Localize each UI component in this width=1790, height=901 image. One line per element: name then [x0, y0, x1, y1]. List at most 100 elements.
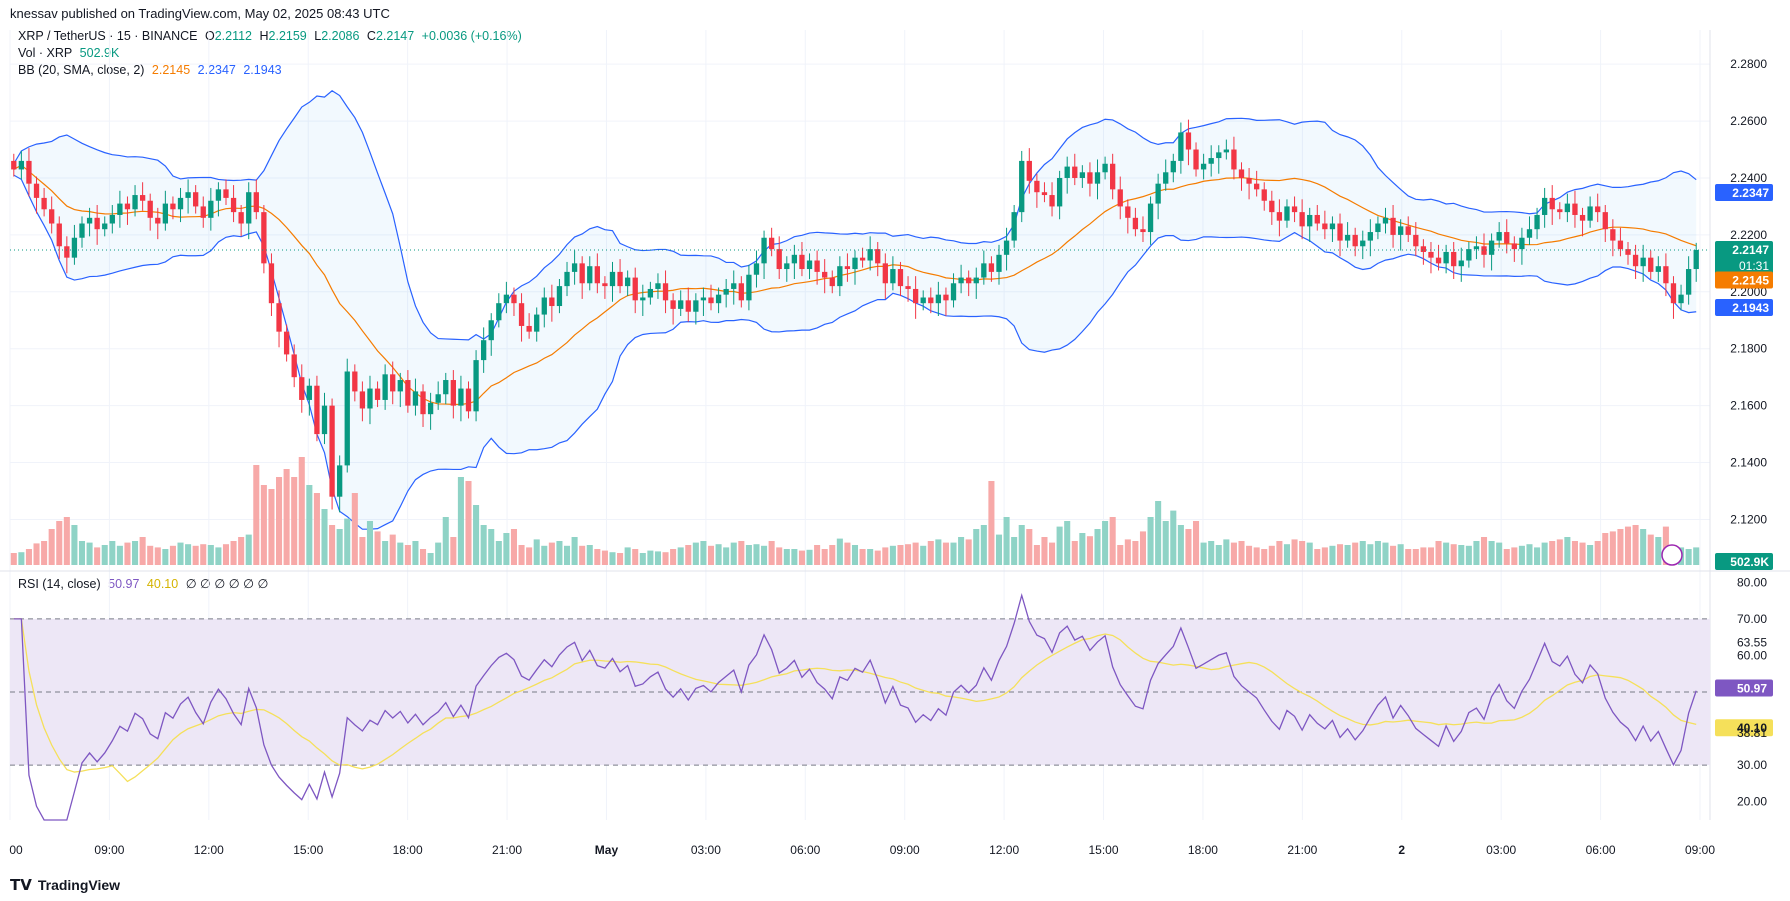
candle-body [155, 217, 161, 224]
volume-bar [1518, 545, 1525, 565]
price-tick-label: 2.1600 [1730, 399, 1767, 413]
candle-body [18, 160, 25, 170]
candle-body [1094, 172, 1101, 184]
time-tick-label: 18:00 [1188, 843, 1218, 857]
candle-body [1663, 266, 1669, 284]
candle-body [882, 263, 888, 284]
rsi-line [13, 592, 1697, 821]
volume-bar [518, 545, 525, 565]
open-label: O [204, 29, 215, 43]
volume-bar [101, 545, 108, 565]
candle-body [928, 297, 934, 304]
volume-bar [935, 539, 942, 565]
volume-bar [1124, 539, 1131, 565]
volume-bar [1374, 541, 1381, 565]
volume-bar [1215, 545, 1222, 565]
change-value: +0.0036 (+0.16%) [421, 29, 522, 43]
rsi-tick-label: 80.00 [1737, 575, 1767, 589]
volume-bar [1223, 539, 1230, 565]
price-tick-label: 2.2600 [1730, 114, 1767, 128]
volume-bar [677, 547, 684, 565]
candle-body [1140, 229, 1146, 233]
volume-bar [1329, 545, 1336, 565]
volume-bar [1109, 517, 1116, 565]
volume-bar [86, 542, 93, 565]
volume-bar [33, 543, 40, 565]
candle-body [139, 195, 146, 201]
volume-bar [435, 542, 442, 565]
candle-body [859, 257, 866, 261]
volume-bar [950, 542, 957, 565]
candle-body [761, 237, 767, 264]
candle-body [1625, 249, 1631, 255]
volume-bar [1534, 547, 1541, 565]
time-tick-label: 03:00 [1486, 843, 1516, 857]
volume-bar [1344, 545, 1351, 565]
candle-body [276, 303, 282, 332]
candle-body [1610, 229, 1616, 241]
price-tag-label: 2.1943 [1732, 301, 1769, 315]
candle-body [587, 266, 593, 284]
rsi-label[interactable]: RSI (14, close) [18, 577, 101, 591]
candle-body [1238, 169, 1245, 178]
volume-bar [1511, 547, 1518, 565]
volume-bar [147, 545, 154, 565]
volume-bar [662, 552, 669, 565]
candle-body [731, 283, 737, 289]
candle-body [1155, 183, 1161, 204]
volume-bar [1003, 517, 1010, 565]
candle-body [708, 297, 714, 304]
volume-bar [1246, 545, 1253, 565]
volume-bar [707, 545, 715, 565]
candle-body [806, 260, 813, 270]
volume-bar [374, 531, 381, 565]
volume-bar [798, 550, 805, 565]
time-tick-label: 15:00 [293, 843, 323, 857]
candle-body [102, 223, 108, 230]
candle-body [230, 197, 237, 213]
candle-body [1132, 217, 1139, 230]
volume-bar [18, 552, 25, 565]
volume-bar [10, 553, 17, 565]
rsi-value: 50.97 [108, 577, 140, 591]
candle-body [246, 192, 252, 224]
volume-bar [927, 541, 934, 565]
volume-bar [988, 481, 995, 565]
candle-body [1269, 200, 1275, 213]
candle-body [935, 294, 942, 304]
candle-body [496, 303, 502, 321]
candle-body [912, 288, 919, 304]
volume-bars [10, 457, 1700, 565]
price-tag-label: 2.2347 [1732, 186, 1769, 200]
volume-bar [776, 547, 783, 565]
bb-label[interactable]: BB (20, SMA, close, 2) [18, 63, 145, 77]
candle-body [33, 183, 40, 198]
volume-bar [1602, 533, 1609, 565]
volume-bar [78, 541, 86, 565]
candle-body [1049, 195, 1055, 207]
volume-bar [1147, 517, 1154, 565]
volume-bar [1071, 541, 1078, 565]
candle-body [1276, 212, 1283, 221]
volume-bar [1026, 529, 1033, 565]
candle-body [1246, 177, 1252, 184]
rsi-tick-label: 63.55 [1737, 635, 1767, 649]
volume-bar [260, 485, 267, 565]
volume-bar [389, 534, 396, 565]
candle-body [1564, 203, 1571, 213]
volume-bar [351, 493, 358, 565]
candle-body [723, 288, 729, 295]
symbol-title[interactable]: XRP / TetherUS · 15 · BINANCE [18, 29, 198, 43]
volume-bar [1049, 542, 1056, 565]
candle-body [208, 200, 214, 218]
price-tick-label: 2.1200 [1730, 512, 1767, 526]
volume-bar [692, 542, 699, 565]
candle-body [86, 217, 93, 224]
time-axis: 00 09:00 12:00 15:00 18:00 21:00 May 03:00 06:00… [9, 843, 1715, 857]
volume-label[interactable]: Vol · XRP [18, 46, 73, 60]
volume-bar [412, 541, 419, 565]
volume-bar [995, 534, 1003, 565]
candle-body [1147, 203, 1154, 233]
candle-body [609, 271, 616, 287]
